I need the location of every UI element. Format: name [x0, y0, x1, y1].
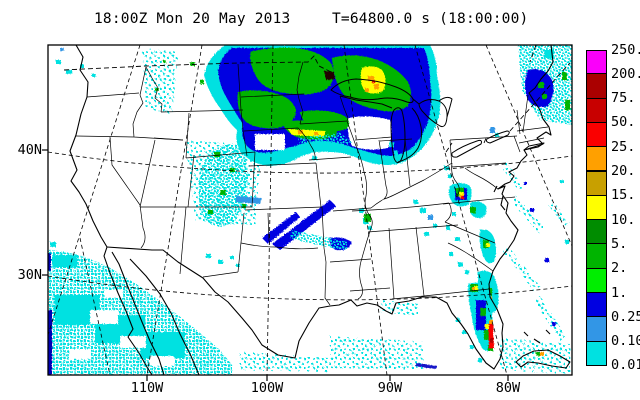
colorbar-box-8	[586, 243, 607, 269]
lon-label-100W: 100W	[250, 380, 284, 396]
great-lakes	[330, 78, 510, 164]
lon-label-90W: 90W	[377, 380, 403, 396]
precipitation-layer	[48, 45, 572, 375]
state-borders	[75, 61, 549, 306]
map-frame	[47, 44, 573, 376]
colorbar-box-10	[586, 292, 607, 318]
colorbar-label-2.: 2.	[611, 260, 628, 277]
axis-ticks	[42, 149, 509, 381]
colorbar-label-10.: 10.	[611, 211, 636, 228]
colorbar-label-5.: 5.	[611, 235, 628, 252]
title-model-time: T=64800.0 s (18:00:00)	[332, 11, 529, 27]
colorbar-box-3	[586, 121, 607, 148]
precip-colorado-tail	[198, 144, 248, 227]
colorbar-box-0	[586, 50, 607, 75]
colorbar-label-250.: 250.	[611, 41, 640, 58]
colorbar-box-12	[586, 340, 607, 366]
colorbar-box-2	[586, 97, 607, 123]
precip-pacific-field	[48, 250, 232, 375]
lat-label-40N: 40N	[17, 142, 42, 158]
precip-dark-core	[324, 71, 335, 80]
lat-label-30N: 30N	[17, 267, 42, 283]
colorbar-label-20.: 20.	[611, 163, 636, 179]
coastlines	[69, 45, 571, 375]
colorbar-label-0.01: 0.01	[611, 357, 640, 374]
lon-label-110W: 110W	[130, 380, 164, 396]
colorbar-label-200.: 200.	[611, 65, 640, 82]
colorbar-box-4	[586, 146, 607, 172]
country-borders	[63, 45, 571, 153]
title-datetime: 18:00Z Mon 20 May 2013	[94, 11, 291, 27]
colorbar-box-5	[586, 170, 607, 196]
colorbar-label-75.: 75.	[611, 90, 636, 107]
colorbar-box-9	[586, 267, 607, 293]
colorbar-box-11	[586, 316, 607, 342]
colorbar-label-50.: 50.	[611, 114, 636, 131]
colorbar-label-25.: 25.	[611, 138, 636, 155]
colorbar-box-6	[586, 194, 607, 221]
colorbar-label-15.: 15.	[611, 187, 636, 204]
lon-label-80W: 80W	[495, 380, 521, 396]
colorbar-box-7	[586, 219, 607, 245]
colorbar-label-0.10: 0.10	[611, 333, 640, 350]
colorbar-label-0.25: 0.25	[611, 308, 640, 325]
colorbar-label-1.: 1.	[611, 284, 628, 301]
colorbar-box-1	[586, 73, 607, 99]
